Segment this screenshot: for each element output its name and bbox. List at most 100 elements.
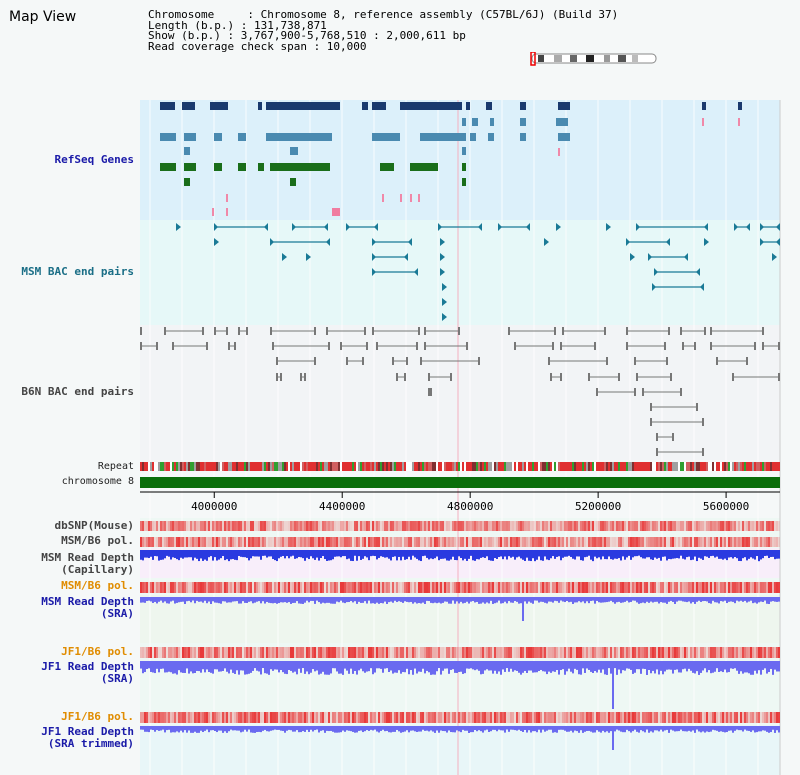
jf1-sra-depth-bar	[330, 661, 332, 674]
msm-b6-pol-density	[710, 537, 712, 547]
jf1-trimmed-depth-bar	[444, 726, 446, 732]
jf1-b6-pol-density	[760, 712, 762, 723]
msm-capillary-depth-bar	[210, 550, 212, 557]
jf1-sra-depth-bar	[396, 661, 398, 673]
jf1-b6-pol-density	[144, 647, 146, 658]
jf1-sra-depth-bar	[374, 661, 376, 673]
msm-b6-pol-density	[498, 582, 500, 593]
jf1-sra-depth-bar	[506, 661, 508, 669]
repeat-segment	[364, 462, 366, 471]
msm-b6-pol-density	[408, 582, 410, 593]
msm-sra-depth-bar	[348, 597, 350, 603]
jf1-b6-pol-density	[422, 647, 424, 658]
jf1-trimmed-depth-bar	[726, 726, 728, 733]
repeat-segment	[190, 462, 192, 471]
msm-bac-end	[324, 223, 328, 231]
msm-b6-pol-density	[472, 582, 474, 593]
jf1-b6-pol-density	[686, 647, 688, 658]
jf1-trimmed-depth-bar	[288, 726, 290, 730]
msm-sra-depth-bar	[558, 597, 560, 603]
msm-b6-pol-density	[216, 582, 218, 593]
repeat-segment	[306, 462, 308, 471]
jf1-b6-pol-density	[694, 712, 696, 723]
msm-b6-pol-density	[542, 582, 544, 593]
b6n-bac-end	[404, 373, 406, 381]
jf1-b6-pol-density	[430, 647, 432, 658]
dbsnp-density	[306, 521, 308, 531]
dbsnp-density	[652, 521, 654, 531]
track-label-jf1-b6-pol-2: JF1/B6 pol.	[61, 710, 134, 723]
jf1-trimmed-depth-bar	[708, 726, 710, 733]
jf1-sra-depth-bar	[398, 661, 400, 671]
msm-sra-depth-bar	[282, 597, 284, 603]
jf1-b6-pol-density	[408, 712, 410, 723]
jf1-sra-depth-bar	[632, 661, 634, 674]
msm-b6-pol-density	[480, 537, 482, 547]
jf1-trimmed-depth-bar	[366, 726, 368, 731]
dbsnp-density	[258, 521, 260, 531]
msm-sra-depth-bar	[436, 597, 438, 604]
jf1-sra-depth-bar	[582, 661, 584, 669]
msm-capillary-depth-bar	[748, 550, 750, 559]
msm-b6-pol-density	[750, 537, 752, 547]
dbsnp-density	[222, 521, 224, 531]
b6n-bac-end	[596, 388, 598, 396]
msm-sra-depth-bar	[450, 597, 452, 604]
jf1-trimmed-depth-bar	[758, 726, 760, 732]
msm-b6-pol-density	[578, 537, 580, 547]
jf1-sra-depth-bar	[762, 661, 764, 670]
dbsnp-density	[236, 521, 238, 531]
jf1-sra-depth-bar	[614, 661, 616, 669]
jf1-sra-depth-bar	[220, 661, 222, 672]
msm-sra-depth-bar	[330, 597, 332, 604]
msm-capillary-depth-bar	[682, 550, 684, 559]
msm-b6-pol-density	[418, 537, 420, 547]
msm-sra-depth-bar	[692, 597, 694, 603]
jf1-sra-depth-bar	[590, 661, 592, 672]
dbsnp-density	[774, 521, 776, 531]
msm-capillary-depth-bar	[208, 550, 210, 558]
jf1-trimmed-depth-bar	[460, 726, 462, 733]
msm-sra-depth-bar	[488, 597, 490, 604]
msm-sra-depth-bar	[774, 597, 776, 602]
repeat-segment	[424, 462, 426, 471]
msm-capillary-depth-bar	[740, 550, 742, 562]
msm-b6-pol-density	[358, 537, 360, 547]
msm-capillary-depth-bar	[152, 550, 154, 560]
msm-b6-pol-density	[622, 582, 624, 593]
jf1-trimmed-depth-bar	[488, 726, 490, 732]
msm-b6-pol-density	[356, 582, 358, 593]
jf1-b6-pol-density	[726, 647, 728, 658]
dbsnp-density	[418, 521, 420, 531]
repeat-segment	[438, 462, 440, 471]
msm-capillary-depth-bar	[404, 550, 406, 560]
jf1-trimmed-depth-bar	[740, 726, 742, 731]
msm-b6-pol-density	[334, 537, 336, 547]
msm-capillary-depth-bar	[520, 550, 522, 559]
jf1-sra-depth-bar	[260, 661, 262, 675]
msm-sra-depth-bar	[322, 597, 324, 603]
refseq-gene	[486, 102, 492, 110]
jf1-sra-depth-bar	[518, 661, 520, 673]
jf1-trimmed-depth-bar	[176, 726, 178, 732]
dbsnp-density	[698, 521, 700, 531]
jf1-trimmed-depth-bar	[616, 726, 618, 730]
jf1-sra-depth-bar	[234, 661, 236, 674]
jf1-trimmed-depth-bar	[760, 726, 762, 732]
jf1-sra-depth-bar	[406, 661, 408, 669]
jf1-b6-pol-density	[428, 712, 430, 723]
msm-b6-pol-density	[428, 537, 430, 547]
jf1-trimmed-depth-bar	[374, 726, 376, 730]
msm-b6-pol-density	[514, 582, 516, 593]
msm-sra-depth-bar	[218, 597, 220, 604]
dbsnp-density	[196, 521, 198, 531]
msm-b6-pol-density	[574, 582, 576, 593]
msm-b6-pol-density	[742, 537, 744, 547]
msm-b6-pol-density	[690, 537, 692, 547]
jf1-sra-depth-bar	[304, 661, 306, 674]
jf1-trimmed-depth-bar	[492, 726, 494, 730]
repeat-segment	[598, 462, 600, 471]
dbsnp-density	[476, 521, 478, 531]
chromosome-ideogram[interactable]	[528, 52, 660, 66]
